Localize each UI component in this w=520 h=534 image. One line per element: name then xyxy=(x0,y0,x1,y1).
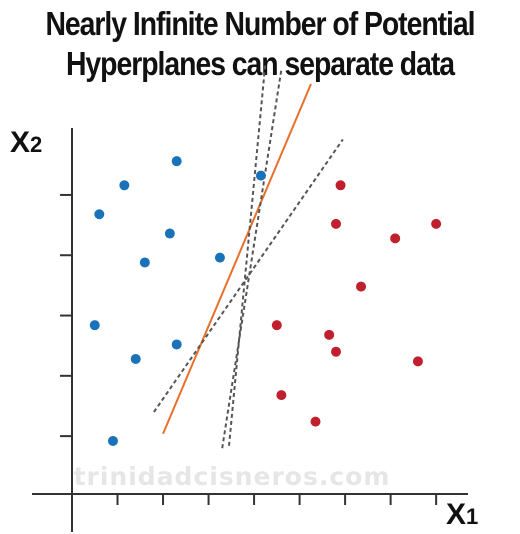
hyperplane-dashed-1 xyxy=(153,138,344,413)
title-line-2: Hyperplanes can separate data xyxy=(65,45,455,82)
y-axis-label: X2 xyxy=(10,126,42,159)
x-axis-label-base: X xyxy=(446,498,466,531)
data-point-a-1 xyxy=(94,209,105,220)
x-axis-label-subscript: 1 xyxy=(466,504,478,529)
page-title: Nearly Infinite Number of Potential Hype… xyxy=(36,4,483,84)
data-point-b-10 xyxy=(276,390,287,401)
watermark: trinidadcisneros.com xyxy=(74,462,391,491)
axis-ticks xyxy=(60,193,438,505)
data-point-b-7 xyxy=(324,329,335,340)
data-point-a-11 xyxy=(107,435,118,446)
data-point-b-8 xyxy=(331,346,341,357)
y-axis-label-subscript: 2 xyxy=(30,132,42,157)
data-point-a-3 xyxy=(171,156,182,167)
data-point-a-9 xyxy=(130,353,141,364)
hyperplane-solid xyxy=(162,83,312,435)
hyperplane-dashed-2 xyxy=(221,69,283,449)
data-point-b-5 xyxy=(356,281,367,292)
data-point-a-8 xyxy=(89,320,100,331)
data-point-b-6 xyxy=(271,320,282,331)
hyperplane-dashed-3 xyxy=(228,62,267,446)
x-axis-label: X1 xyxy=(446,498,478,531)
data-points xyxy=(89,156,442,446)
data-point-a-5 xyxy=(139,257,150,268)
data-point-b-11 xyxy=(310,416,321,427)
data-point-b-2 xyxy=(331,218,341,229)
data-point-a-2 xyxy=(119,180,130,191)
data-point-b-4 xyxy=(431,218,442,229)
data-point-b-3 xyxy=(390,233,401,244)
y-axis-label-base: X xyxy=(10,126,30,159)
data-point-a-4 xyxy=(164,228,175,239)
data-point-a-6 xyxy=(214,252,225,263)
data-point-a-10 xyxy=(171,339,182,350)
title-line-1: Nearly Infinite Number of Potential xyxy=(45,5,475,42)
hyperplanes xyxy=(153,62,344,449)
data-point-b-1 xyxy=(335,180,346,191)
data-point-b-9 xyxy=(412,356,423,367)
data-point-a-7 xyxy=(255,170,266,181)
